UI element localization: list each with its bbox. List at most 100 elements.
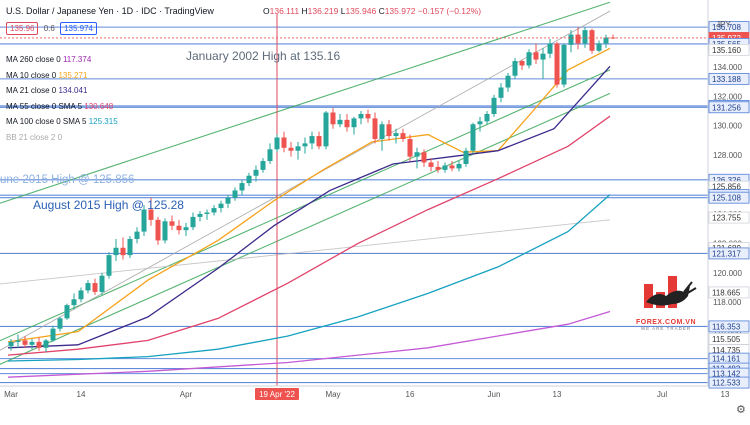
candle-body: [596, 43, 602, 51]
indicator-value: 125.315: [88, 117, 118, 126]
ohlc-close-label: C: [378, 6, 385, 16]
indicator-bb[interactable]: BB 21 close 2 0: [6, 130, 118, 146]
price-badge-label: 115.505: [712, 335, 741, 344]
candle-body: [575, 34, 581, 44]
price-tick-label: 120.000: [713, 269, 742, 278]
indicator-ma260[interactable]: MA 260 close 0 117.374: [6, 52, 118, 68]
candle-body: [288, 147, 294, 151]
candle-body: [316, 136, 322, 147]
candle-body: [554, 43, 560, 85]
time-tick-label: 13: [721, 390, 730, 399]
indicator-ma55[interactable]: MA 55 close 0 SMA 5 130.648: [6, 99, 118, 115]
candle-body: [309, 136, 315, 144]
candle-body: [239, 183, 245, 191]
price-tick-label: 134.000: [713, 63, 742, 72]
trend-line: [0, 92, 611, 365]
currency-label: JPY: [716, 20, 731, 29]
settings-gear-icon[interactable]: ⚙: [736, 404, 746, 416]
candle-body: [547, 43, 553, 54]
candle-body: [36, 341, 42, 348]
candle-body: [43, 340, 49, 348]
indicator-value: 130.648: [84, 101, 114, 111]
time-tick-label: Apr: [180, 390, 193, 399]
forex-watermark: FOREX.COM.VN WE ARE TRADER: [626, 270, 706, 331]
candle-body: [421, 152, 427, 163]
candle-body: [344, 119, 350, 128]
candle-body: [456, 163, 462, 169]
candle-body: [274, 137, 280, 150]
candle-body: [8, 341, 14, 347]
ohlc-change: −0.157 (−0.12%): [417, 6, 482, 16]
symbol-title[interactable]: U.S. Dollar / Japanese Yen · 1D · IDC · …: [6, 6, 214, 16]
time-tick-label: 16: [406, 390, 415, 399]
candle-body: [407, 138, 413, 157]
ohlc-values: O136.111 H136.219 L135.946 C135.972 −0.1…: [263, 6, 481, 16]
candle-body: [120, 247, 126, 256]
buy-button[interactable]: 135.974: [60, 22, 97, 35]
price-badge: [708, 101, 750, 114]
candle-body: [141, 209, 147, 232]
trade-box: 135.96 0.6 135.974: [6, 22, 97, 35]
price-badge-label: 125.856: [712, 183, 741, 192]
price-badge: [708, 376, 750, 389]
candle-body: [267, 149, 273, 162]
time-tick-label: May: [325, 390, 340, 399]
ohlc-close: 135.972: [384, 6, 416, 16]
price-badge-label: 121.317: [712, 249, 741, 258]
price-badge: [708, 286, 750, 299]
price-badge-label: 118.665: [712, 288, 741, 297]
candle-body: [232, 190, 238, 198]
ohlc-open: 136.111: [269, 6, 300, 16]
candle-body: [526, 52, 532, 66]
candle-body: [379, 124, 385, 139]
price-badge: [708, 211, 750, 224]
candle-body: [218, 203, 224, 209]
indicator-legend: MA 260 close 0 117.374 MA 10 close 0 135…: [6, 52, 118, 145]
candle-body: [491, 97, 497, 114]
indicator-label: MA 10 close 0: [6, 70, 57, 80]
candle-body: [603, 37, 609, 44]
price-badge-label: 114.735: [712, 346, 741, 355]
candle-body: [15, 340, 21, 342]
annotation-june-2015-high: une 2015 High @ 125.856: [0, 174, 135, 186]
moving-average-line: [7, 194, 611, 362]
price-badge-label: 125.108: [712, 194, 741, 203]
candle-body: [57, 318, 63, 329]
candle-body: [253, 169, 259, 176]
time-tick-label: 14: [77, 390, 86, 399]
candle-body: [211, 208, 217, 213]
candle-body: [71, 299, 77, 306]
moving-average-line: [7, 115, 611, 356]
price-badge-label: 126.326: [712, 176, 741, 185]
candle-body: [330, 112, 336, 125]
moving-average-line: [7, 47, 611, 343]
watermark-tagline: WE ARE TRADER: [640, 326, 692, 331]
candle-body: [540, 53, 546, 60]
indicator-ma10[interactable]: MA 10 close 0 135.271: [6, 68, 118, 84]
candle-body: [246, 175, 252, 184]
price-badge-label: 113.142: [712, 370, 741, 379]
candle-body: [442, 165, 448, 170]
moving-average-line: [7, 65, 611, 349]
candle-body: [484, 113, 490, 122]
trend-line: [0, 1, 611, 204]
indicator-ma21[interactable]: MA 21 close 0 134.041: [6, 83, 118, 99]
candle-body: [183, 227, 189, 231]
candle-body: [519, 61, 525, 66]
indicator-value: 135.271: [58, 70, 88, 80]
candle-body: [155, 219, 161, 241]
price-badge: [708, 320, 750, 333]
bull-logo-icon: [644, 276, 697, 308]
price-badge: [708, 43, 750, 56]
trend-line: [0, 219, 611, 285]
sell-button[interactable]: 135.96: [6, 22, 39, 35]
candle-body: [372, 118, 378, 139]
price-badge-label: 131.256: [712, 103, 741, 112]
candle-body: [197, 213, 203, 217]
candle-body: [428, 162, 434, 167]
candle-body: [505, 75, 511, 88]
indicator-ma100[interactable]: MA 100 close 0 SMA 5 125.315: [6, 114, 118, 130]
candle-body: [29, 341, 35, 345]
candle-body: [512, 61, 518, 76]
candle-body: [113, 247, 119, 256]
